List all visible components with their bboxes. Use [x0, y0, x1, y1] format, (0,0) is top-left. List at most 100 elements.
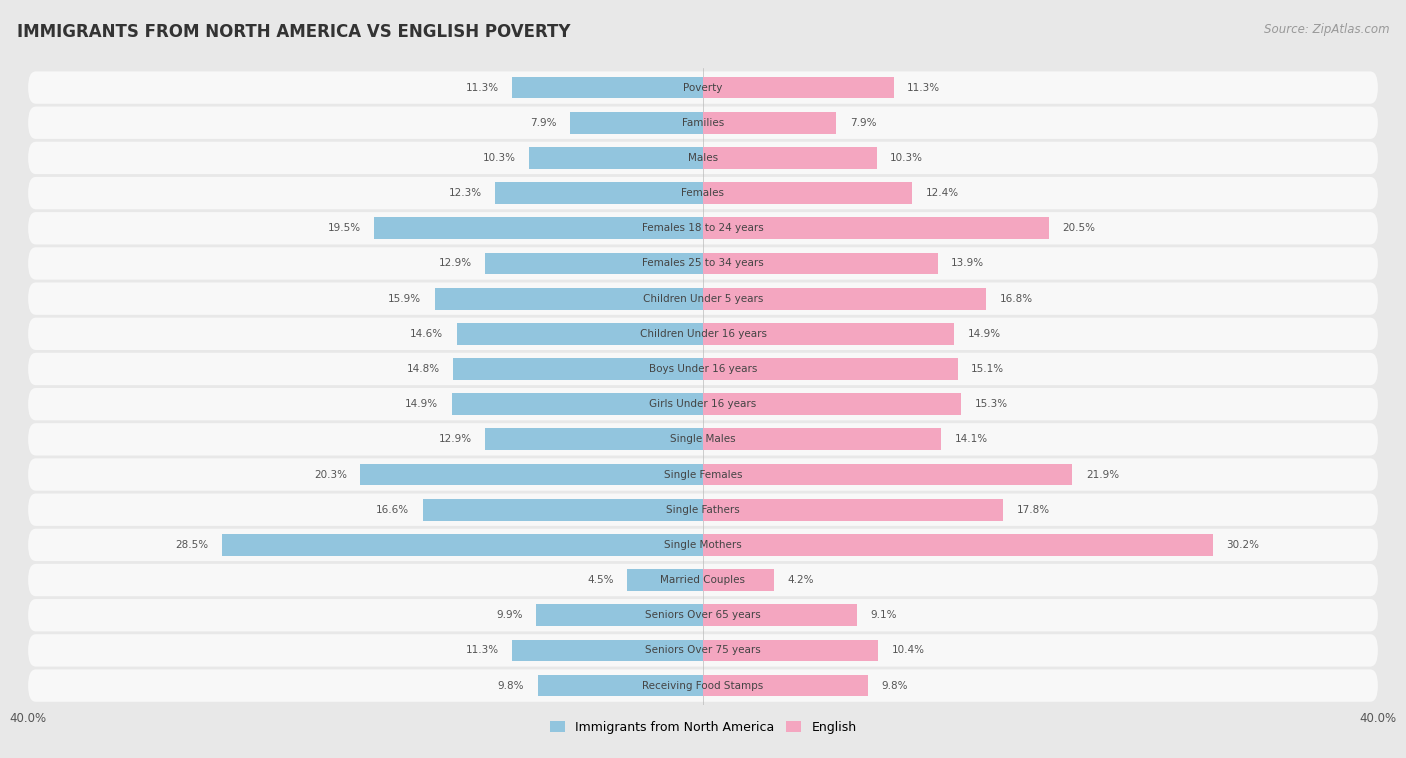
Text: 28.5%: 28.5% [176, 540, 208, 550]
Text: Females 25 to 34 years: Females 25 to 34 years [643, 258, 763, 268]
Text: 21.9%: 21.9% [1085, 469, 1119, 480]
Bar [536, 604, 703, 626]
Text: 11.3%: 11.3% [465, 645, 499, 656]
Bar [457, 323, 703, 345]
Text: 10.4%: 10.4% [891, 645, 925, 656]
FancyBboxPatch shape [28, 71, 1378, 104]
Text: Source: ZipAtlas.com: Source: ZipAtlas.com [1264, 23, 1389, 36]
Text: Males: Males [688, 153, 718, 163]
Bar [703, 464, 1073, 485]
Bar [703, 182, 912, 204]
Bar [703, 288, 987, 309]
FancyBboxPatch shape [28, 352, 1378, 385]
Bar [451, 393, 703, 415]
Bar [703, 428, 941, 450]
Bar [423, 499, 703, 521]
Text: Single Females: Single Females [664, 469, 742, 480]
Text: Single Males: Single Males [671, 434, 735, 444]
Text: 9.8%: 9.8% [882, 681, 908, 691]
Bar [703, 393, 962, 415]
Text: 15.1%: 15.1% [972, 364, 1004, 374]
Text: Females: Females [682, 188, 724, 198]
Text: Single Mothers: Single Mothers [664, 540, 742, 550]
FancyBboxPatch shape [28, 493, 1378, 526]
Text: Children Under 16 years: Children Under 16 years [640, 329, 766, 339]
FancyBboxPatch shape [28, 247, 1378, 280]
Bar [703, 499, 1004, 521]
Bar [495, 182, 703, 204]
Text: 19.5%: 19.5% [328, 224, 360, 233]
FancyBboxPatch shape [28, 669, 1378, 702]
Bar [703, 358, 957, 380]
Text: 4.2%: 4.2% [787, 575, 814, 585]
Text: 13.9%: 13.9% [950, 258, 984, 268]
FancyBboxPatch shape [28, 283, 1378, 315]
Text: 15.3%: 15.3% [974, 399, 1008, 409]
Text: 11.3%: 11.3% [465, 83, 499, 92]
Bar [512, 640, 703, 661]
Text: 20.5%: 20.5% [1063, 224, 1095, 233]
FancyBboxPatch shape [28, 423, 1378, 456]
Bar [703, 534, 1212, 556]
FancyBboxPatch shape [28, 318, 1378, 350]
Text: Single Fathers: Single Fathers [666, 505, 740, 515]
Legend: Immigrants from North America, English: Immigrants from North America, English [550, 721, 856, 734]
Text: 10.3%: 10.3% [482, 153, 516, 163]
Bar [703, 252, 938, 274]
Text: 14.9%: 14.9% [405, 399, 439, 409]
FancyBboxPatch shape [28, 177, 1378, 209]
Text: Married Couples: Married Couples [661, 575, 745, 585]
Text: 14.1%: 14.1% [955, 434, 987, 444]
FancyBboxPatch shape [28, 107, 1378, 139]
Text: Families: Families [682, 117, 724, 128]
Text: 10.3%: 10.3% [890, 153, 924, 163]
FancyBboxPatch shape [28, 634, 1378, 666]
FancyBboxPatch shape [28, 599, 1378, 631]
Text: Receiving Food Stamps: Receiving Food Stamps [643, 681, 763, 691]
Text: 12.9%: 12.9% [439, 434, 472, 444]
Text: 12.3%: 12.3% [449, 188, 482, 198]
Bar [360, 464, 703, 485]
Bar [703, 323, 955, 345]
Text: Boys Under 16 years: Boys Under 16 years [648, 364, 758, 374]
Text: 14.9%: 14.9% [967, 329, 1001, 339]
Bar [485, 428, 703, 450]
Text: 20.3%: 20.3% [314, 469, 347, 480]
Text: 14.6%: 14.6% [411, 329, 443, 339]
Bar [512, 77, 703, 99]
Bar [529, 147, 703, 169]
Text: Seniors Over 75 years: Seniors Over 75 years [645, 645, 761, 656]
Text: 11.3%: 11.3% [907, 83, 941, 92]
Bar [703, 218, 1049, 240]
Text: 16.6%: 16.6% [377, 505, 409, 515]
Text: Females 18 to 24 years: Females 18 to 24 years [643, 224, 763, 233]
Bar [703, 77, 894, 99]
Text: 15.9%: 15.9% [388, 293, 422, 304]
Text: Girls Under 16 years: Girls Under 16 years [650, 399, 756, 409]
Text: 9.9%: 9.9% [496, 610, 523, 620]
Bar [627, 569, 703, 591]
Text: 12.4%: 12.4% [925, 188, 959, 198]
Text: 7.9%: 7.9% [530, 117, 557, 128]
Bar [537, 675, 703, 697]
FancyBboxPatch shape [28, 459, 1378, 490]
Text: 9.1%: 9.1% [870, 610, 897, 620]
Bar [485, 252, 703, 274]
Text: 9.8%: 9.8% [498, 681, 524, 691]
Bar [703, 147, 877, 169]
FancyBboxPatch shape [28, 142, 1378, 174]
Bar [374, 218, 703, 240]
Bar [569, 112, 703, 133]
Bar [703, 640, 879, 661]
Bar [222, 534, 703, 556]
Text: 16.8%: 16.8% [1000, 293, 1033, 304]
Text: Poverty: Poverty [683, 83, 723, 92]
FancyBboxPatch shape [28, 528, 1378, 561]
Text: 7.9%: 7.9% [849, 117, 876, 128]
Text: Children Under 5 years: Children Under 5 years [643, 293, 763, 304]
Bar [453, 358, 703, 380]
Text: IMMIGRANTS FROM NORTH AMERICA VS ENGLISH POVERTY: IMMIGRANTS FROM NORTH AMERICA VS ENGLISH… [17, 23, 571, 41]
FancyBboxPatch shape [28, 564, 1378, 597]
Bar [703, 112, 837, 133]
Text: Seniors Over 65 years: Seniors Over 65 years [645, 610, 761, 620]
